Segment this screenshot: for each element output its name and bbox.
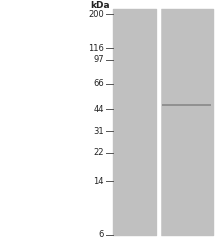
Text: 200: 200 xyxy=(88,10,104,18)
Text: 66: 66 xyxy=(93,79,104,88)
Text: 97: 97 xyxy=(93,55,104,64)
Text: 116: 116 xyxy=(88,44,104,53)
Text: 22: 22 xyxy=(93,148,104,157)
Text: 44: 44 xyxy=(93,105,104,114)
Text: 6: 6 xyxy=(98,230,104,239)
Text: 14: 14 xyxy=(93,177,104,186)
Text: kDa: kDa xyxy=(91,1,110,10)
Text: 31: 31 xyxy=(93,127,104,136)
